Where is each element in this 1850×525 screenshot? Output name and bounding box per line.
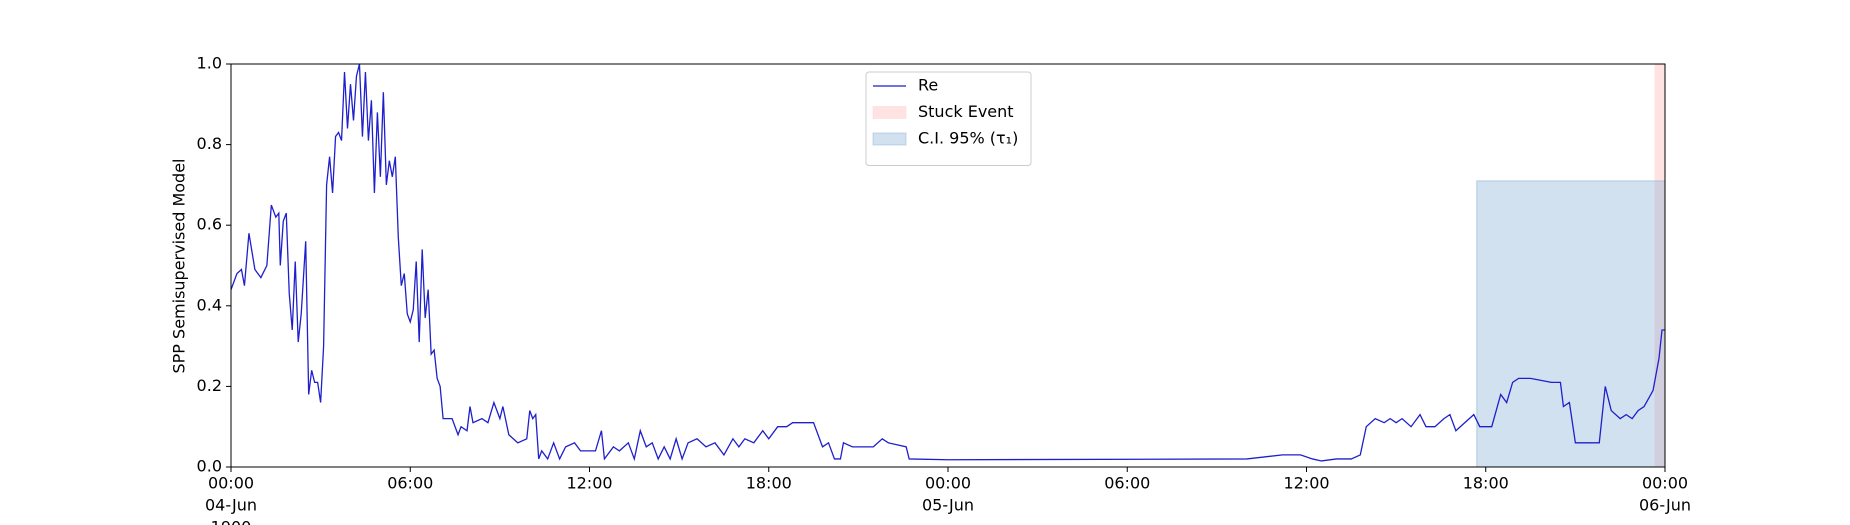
x-tick-label: 00:00: [1642, 474, 1688, 493]
y-tick-label: 0.4: [197, 295, 222, 314]
x-tick-label: 00:00: [208, 474, 254, 493]
x-tick-label: 06:00: [387, 474, 433, 493]
legend-box: [865, 71, 1032, 166]
x-tick-date: 05-Jun: [922, 496, 974, 515]
y-tick-label: 0.8: [197, 134, 222, 153]
x-tick-label: 06:00: [1104, 474, 1150, 493]
span: [1654, 64, 1665, 467]
y-tick-label: 0.6: [197, 215, 222, 234]
x-tick-date: 04-Jun: [205, 496, 257, 515]
y-tick-label: 0.0: [197, 457, 222, 476]
y-axis-label: SPP Semisupervised Model: [170, 159, 189, 374]
legend-label: Stuck Event: [918, 102, 1014, 121]
x-tick-label: 12:00: [1283, 474, 1329, 493]
line: [230, 63, 1665, 462]
x-tick-date: 06-Jun: [1639, 496, 1691, 515]
span: [1476, 180, 1666, 468]
legend-label: C.I. 95% (τ₁): [918, 129, 1018, 148]
legend-label: Re: [918, 76, 938, 95]
y-tick-label: 1.0: [197, 54, 222, 73]
x-tick-label: 00:00: [925, 474, 971, 493]
x-tick-label: 18:00: [746, 474, 792, 493]
x-tick-label: 12:00: [566, 474, 612, 493]
y-tick-label: 0.2: [197, 376, 222, 395]
legend-swatch: [872, 132, 907, 146]
legend-swatch: [872, 106, 907, 119]
x-tick-label: 18:00: [1463, 474, 1509, 493]
x-tick-year: 1900: [211, 518, 252, 525]
